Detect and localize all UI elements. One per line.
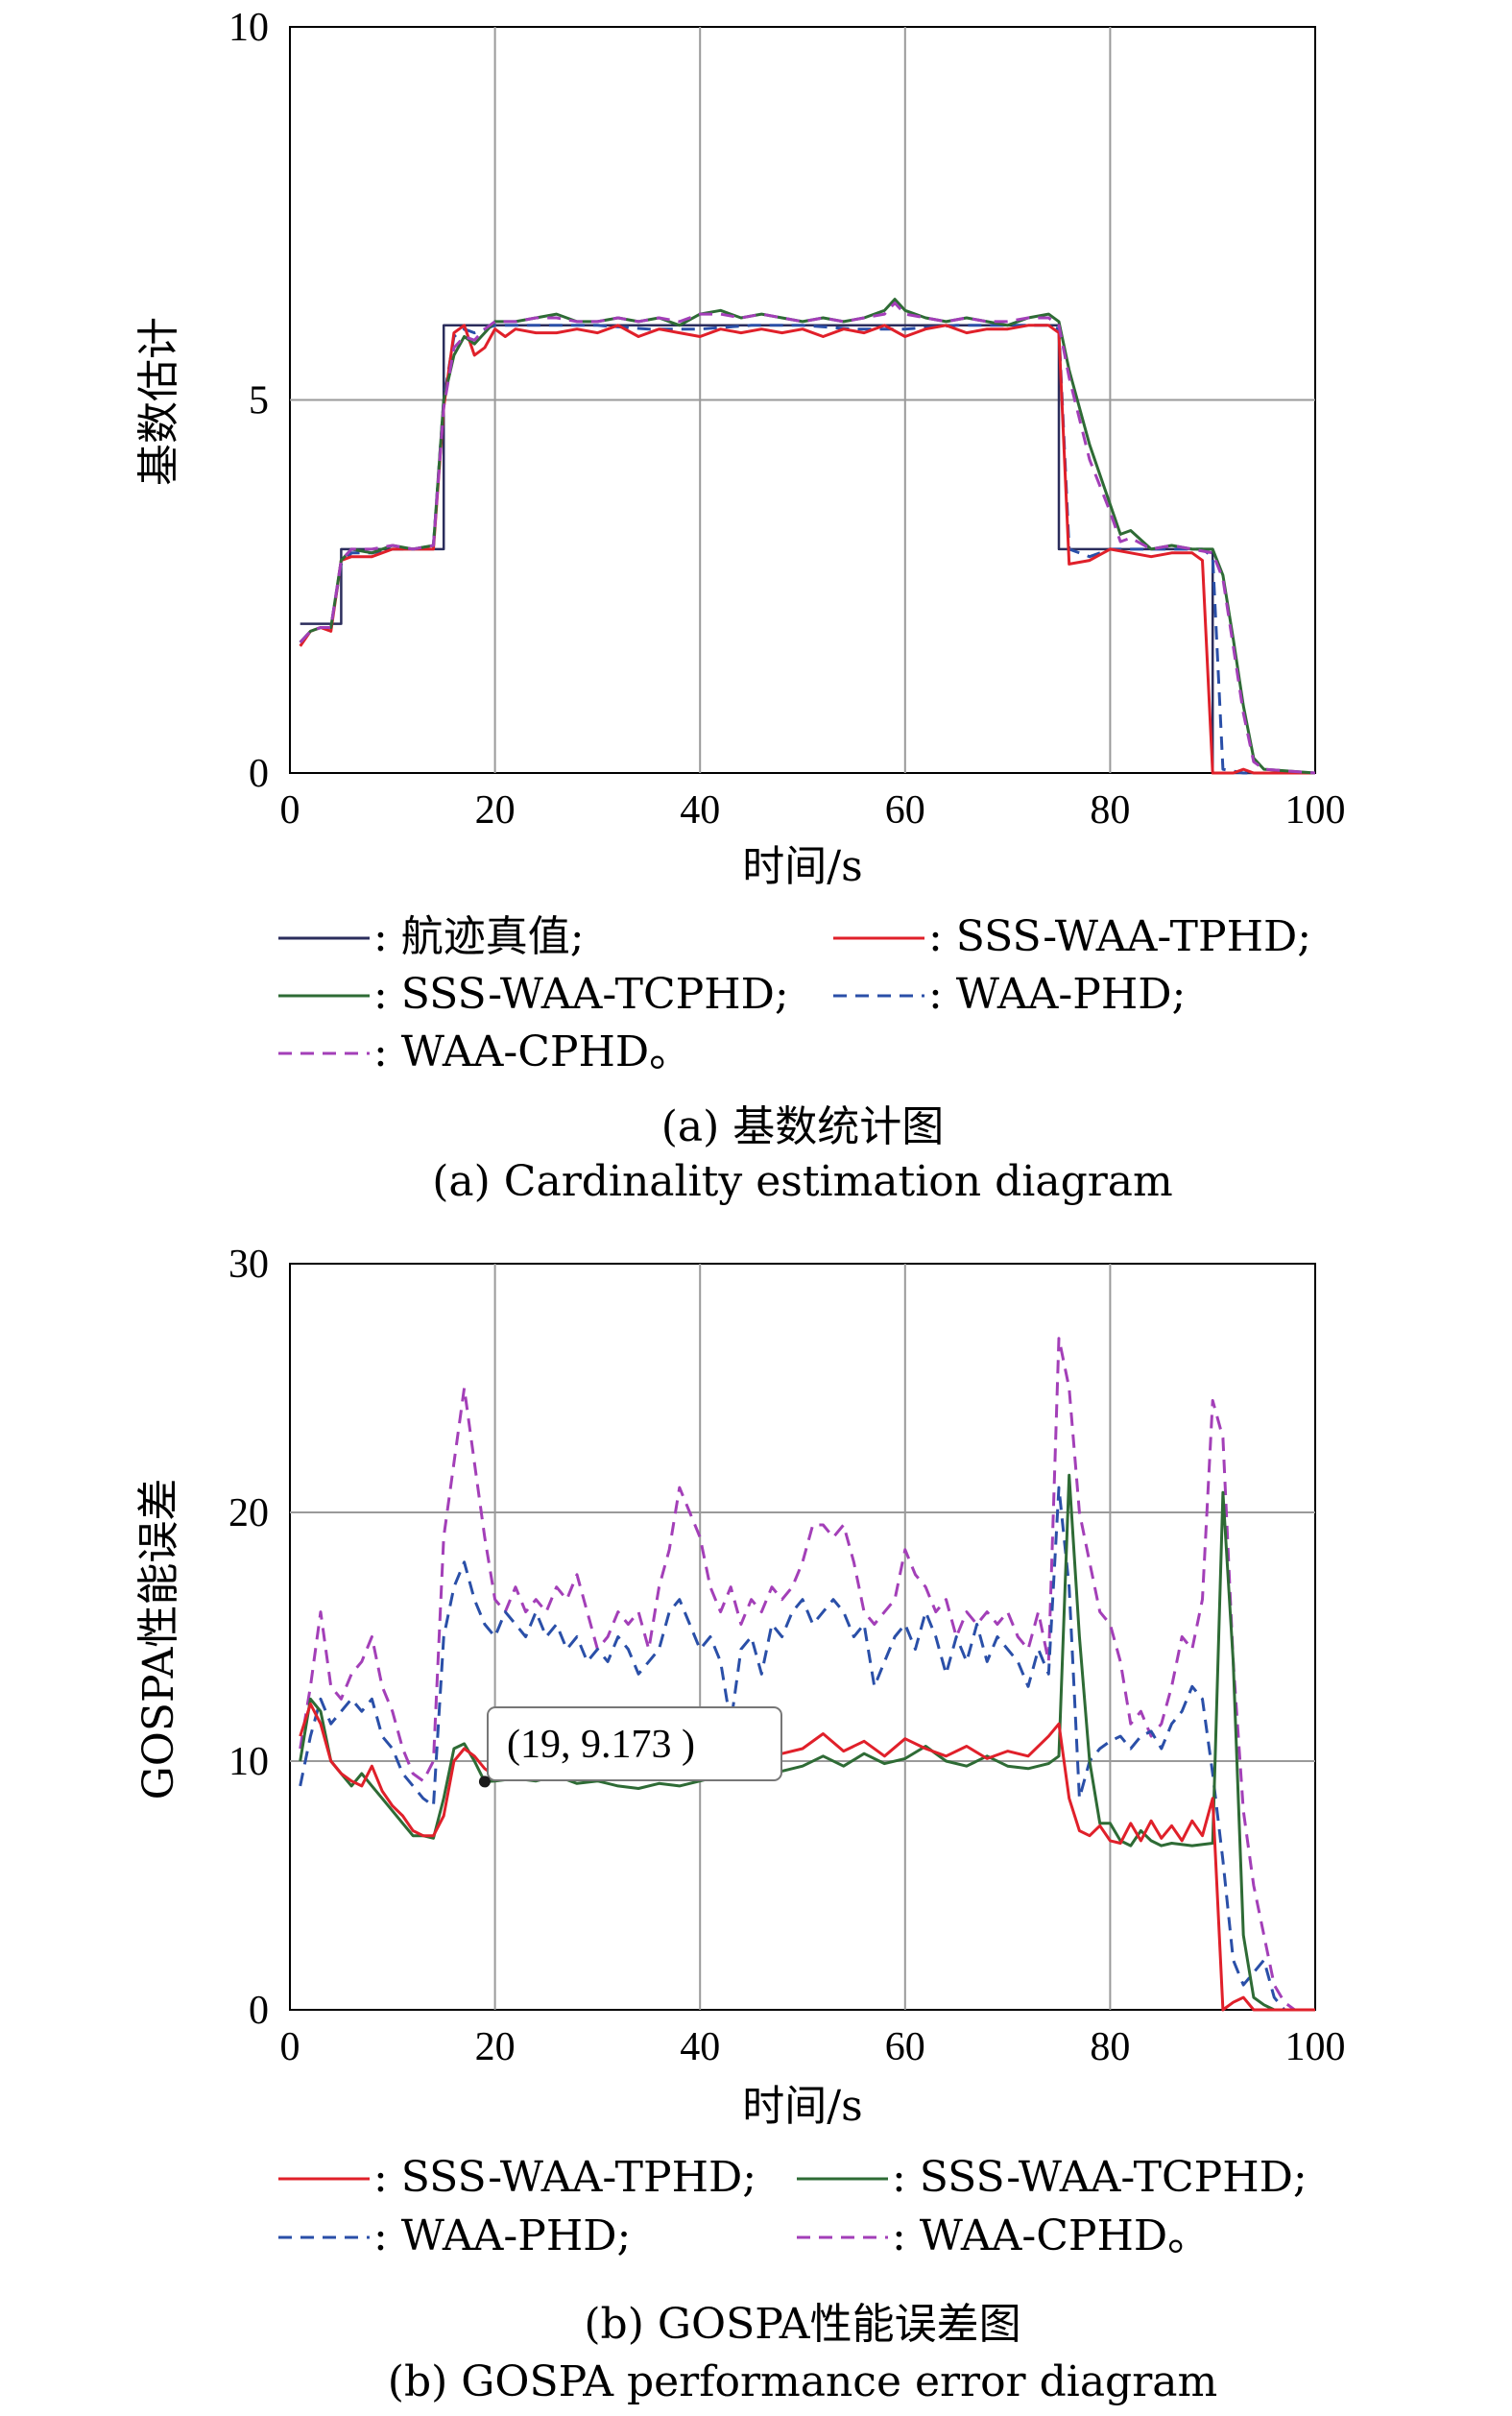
x-tick-label: 40 — [680, 2025, 720, 2069]
ticks-b: 0 20 40 60 80 100 0 10 20 30 — [228, 1243, 1346, 2069]
legend-label-cphd: : WAA-CPHD。 — [373, 1027, 691, 1076]
caption-a-cn: (a) 基数统计图 — [661, 1102, 945, 1151]
datatip-box — [487, 1706, 782, 1781]
x-tick-label: 40 — [680, 788, 720, 833]
legend-b: : SSS-WAA-TPHD; : SSS-WAA-TCPHD; : WAA-PHD… — [278, 2153, 1308, 2260]
x-tick-label: 100 — [1285, 788, 1346, 833]
series-line-phd — [299, 1486, 1315, 2012]
x-tick-label: 60 — [885, 788, 925, 833]
series-line-tphd — [299, 1702, 1315, 2012]
legend-label-phd: : WAA-PHD; — [928, 970, 1186, 1019]
y-tick-label: 0 — [249, 752, 269, 796]
x-tick-label: 20 — [475, 2025, 516, 2069]
x-tick-label: 20 — [475, 788, 516, 833]
plot-b-frame — [289, 1263, 1316, 2011]
grid-a — [290, 27, 1315, 773]
legend-a: : 航迹真值; : SSS-WAA-TPHD; : SSS-WAA-TCPHD; : … — [278, 912, 1311, 1076]
legend-label-tcphd: : SSS-WAA-TCPHD; — [373, 970, 789, 1019]
series-line-tcphd — [299, 1473, 1315, 2012]
y-axis-label-a: 基数估计 — [134, 317, 183, 486]
legend-label-truth: : 航迹真值; — [373, 912, 585, 961]
datatip: (19, 9.173 ) — [478, 1706, 782, 1788]
legend-label-phd: : WAA-PHD; — [373, 2211, 631, 2260]
grid-b — [290, 1264, 1315, 2010]
y-tick-label: 10 — [228, 1740, 269, 1784]
y-axis-label-b: GOSPA性能误差 — [134, 1479, 183, 1800]
y-tick-label: 10 — [228, 6, 269, 50]
datatip-marker — [478, 1776, 491, 1788]
cardinality-chart: 0 20 40 60 80 100 0 5 10 时间/s 基数估计 : 航迹真值; : SSS-… — [134, 6, 1346, 1206]
series-line-cphd — [299, 302, 1316, 775]
y-tick-label: 5 — [249, 379, 269, 423]
caption-b-cn: (b) GOSPA性能误差图 — [584, 2300, 1020, 2349]
x-axis-label-b: 时间/s — [742, 2082, 862, 2131]
x-axis-label-a: 时间/s — [742, 842, 862, 891]
series-lines-b — [299, 1337, 1315, 2012]
legend-label-tphd: : SSS-WAA-TPHD; — [928, 912, 1311, 961]
gospa-chart: 0 20 40 60 80 100 0 10 20 30 (19, 9.173 ) 时间/s GO… — [134, 1243, 1346, 2406]
x-tick-label: 80 — [1090, 2025, 1130, 2069]
ticks-a: 0 20 40 60 80 100 0 5 10 — [228, 6, 1346, 833]
caption-a-en: (a) Cardinality estimation diagram — [432, 1157, 1172, 1206]
x-tick-label: 60 — [885, 2025, 925, 2069]
x-tick-label: 100 — [1285, 2025, 1346, 2069]
datatip-text: (19, 9.173 ) — [507, 1723, 695, 1767]
legend-label-tcphd: : SSS-WAA-TCPHD; — [892, 2153, 1308, 2202]
series-lines-a — [299, 298, 1316, 775]
x-tick-label: 80 — [1090, 788, 1130, 833]
x-tick-label: 0 — [280, 788, 300, 833]
legend-label-cphd: : WAA-CPHD。 — [892, 2211, 1210, 2260]
y-tick-label: 30 — [228, 1243, 269, 1287]
x-tick-label: 0 — [280, 2025, 300, 2069]
y-tick-label: 20 — [228, 1491, 269, 1535]
y-tick-label: 0 — [249, 1989, 269, 2033]
legend-label-tphd: : SSS-WAA-TPHD; — [373, 2153, 756, 2202]
caption-b-en: (b) GOSPA performance error diagram — [388, 2357, 1217, 2406]
